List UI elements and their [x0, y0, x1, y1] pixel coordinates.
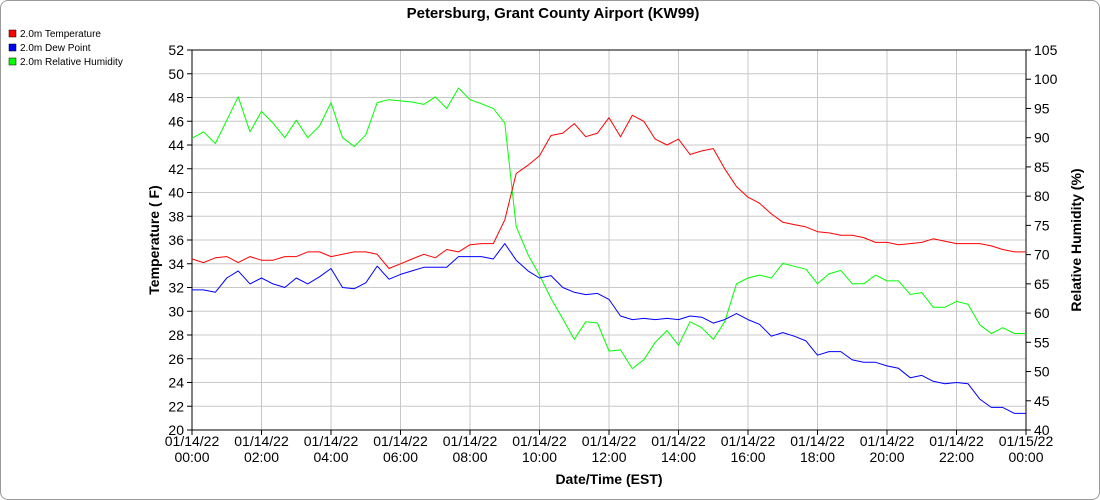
right-tick-label: 90 [1034, 130, 1050, 146]
left-axis-title: Temperature ( F) [146, 185, 162, 294]
left-tick-label: 26 [168, 351, 184, 367]
x-tick-time: 00:00 [174, 449, 209, 465]
grid [192, 50, 1026, 430]
x-tick-time: 02:00 [244, 449, 279, 465]
x-tick-date: 01/14/22 [721, 433, 776, 449]
series-line-temperature [191, 114, 1026, 269]
series-line-relative-humidity [191, 87, 1026, 370]
right-tick-label: 95 [1034, 100, 1050, 116]
x-tick-date: 01/14/22 [582, 433, 637, 449]
left-tick-label: 42 [168, 161, 184, 177]
left-tick-label: 38 [168, 208, 184, 224]
right-tick-label: 65 [1034, 276, 1050, 292]
right-tick-label: 80 [1034, 188, 1050, 204]
x-tick-time: 06:00 [383, 449, 418, 465]
right-tick-label: 45 [1034, 393, 1050, 409]
left-tick-label: 48 [168, 90, 184, 106]
left-tick-label: 52 [168, 42, 184, 58]
left-tick-label: 32 [168, 280, 184, 296]
left-tick-label: 22 [168, 398, 184, 414]
right-tick-label: 70 [1034, 247, 1050, 263]
right-tick-label: 40 [1034, 422, 1050, 438]
left-tick-label: 44 [168, 137, 184, 153]
legend-swatch-temperature [8, 29, 17, 38]
left-axis-ticks: 52 50 48 46 44 42 40 38 36 34 32 30 28 26 24 22 20 [168, 42, 192, 438]
left-tick-label: 36 [168, 232, 184, 248]
left-tick-label: 50 [168, 66, 184, 82]
left-tick-label: 46 [168, 113, 184, 129]
right-axis-ticks: 105 100 95 90 85 80 75 70 65 60 55 50 45 40 [1026, 42, 1058, 438]
x-tick-date: 01/14/22 [234, 433, 289, 449]
left-tick-label: 24 [168, 375, 184, 391]
x-tick-date: 01/14/22 [860, 433, 915, 449]
right-tick-label: 55 [1034, 334, 1050, 350]
legend-label-dew-point: 2.0m Dew Point [20, 43, 91, 54]
x-tick-date: 01/15/22 [999, 433, 1054, 449]
left-tick-label: 34 [168, 256, 184, 272]
x-tick-date: 01/14/22 [651, 433, 706, 449]
x-tick-time: 14:00 [661, 449, 696, 465]
left-tick-label: 40 [168, 185, 184, 201]
x-tick-time: 22:00 [939, 449, 974, 465]
right-tick-label: 75 [1034, 217, 1050, 233]
x-tick-date: 01/14/22 [165, 433, 220, 449]
right-tick-label: 60 [1034, 305, 1050, 321]
right-tick-label: 50 [1034, 364, 1050, 380]
x-axis-title: Date/Time (EST) [555, 471, 662, 487]
x-tick-time: 00:00 [1008, 449, 1043, 465]
x-tick-time: 04:00 [313, 449, 348, 465]
x-tick-date: 01/14/22 [373, 433, 428, 449]
left-tick-label: 20 [168, 422, 184, 438]
x-tick-time: 16:00 [730, 449, 765, 465]
right-tick-label: 105 [1034, 42, 1058, 58]
legend-swatch-relative-humidity [8, 57, 17, 66]
series-line-dew-point [192, 243, 1026, 414]
legend-label-temperature: 2.0m Temperature [20, 29, 101, 40]
legend-label-relative-humidity: 2.0m Relative Humidity [20, 57, 123, 68]
left-tick-label: 28 [168, 327, 184, 343]
x-axis-ticks: 01/14/2200:0001/14/2202:0001/14/2204:000… [165, 430, 1054, 465]
right-tick-label: 85 [1034, 159, 1050, 175]
x-tick-date: 01/14/22 [443, 433, 498, 449]
x-tick-time: 20:00 [869, 449, 904, 465]
x-tick-time: 12:00 [591, 449, 626, 465]
x-tick-time: 10:00 [522, 449, 557, 465]
legend-swatch-dew-point [8, 43, 17, 52]
series-lines [191, 87, 1026, 414]
x-tick-date: 01/14/22 [929, 433, 984, 449]
x-tick-time: 18:00 [800, 449, 835, 465]
x-tick-date: 01/14/22 [304, 433, 359, 449]
right-axis-title: Relative Humidity (%) [1068, 168, 1084, 311]
right-tick-label: 100 [1034, 71, 1058, 87]
legend: 2.0m Temperature 2.0m Dew Point 2.0m Rel… [8, 29, 123, 68]
x-tick-date: 01/14/22 [512, 433, 567, 449]
chart-title: Petersburg, Grant County Airport (KW99) [407, 5, 700, 22]
x-tick-time: 08:00 [452, 449, 487, 465]
left-tick-label: 30 [168, 303, 184, 319]
x-tick-date: 01/14/22 [790, 433, 845, 449]
